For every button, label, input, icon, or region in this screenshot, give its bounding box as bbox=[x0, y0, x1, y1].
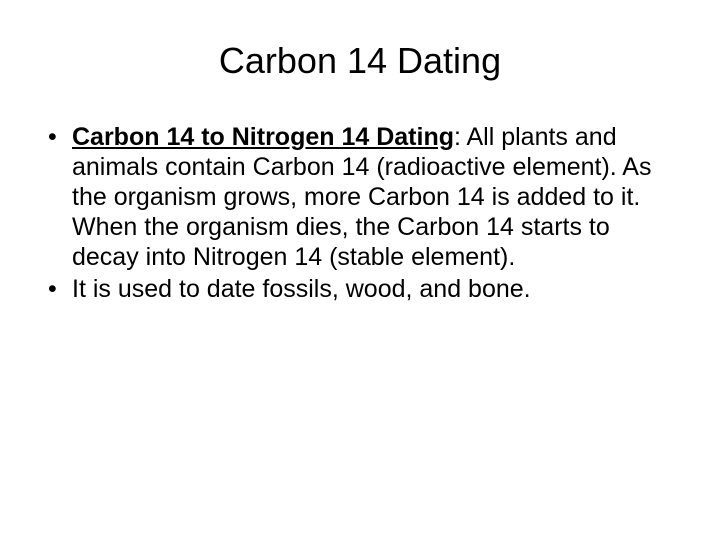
bullet-lead: Carbon 14 to Nitrogen 14 Dating bbox=[72, 123, 454, 151]
bullet-text: It is used to date fossils, wood, and bo… bbox=[72, 275, 531, 303]
bullet-item: It is used to date fossils, wood, and bo… bbox=[40, 274, 680, 304]
bullet-list: Carbon 14 to Nitrogen 14 Dating: All pla… bbox=[40, 122, 680, 304]
bullet-item: Carbon 14 to Nitrogen 14 Dating: All pla… bbox=[40, 122, 680, 272]
slide-title: Carbon 14 Dating bbox=[40, 40, 680, 82]
